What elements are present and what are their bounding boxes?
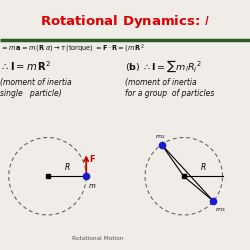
Text: Rotational Motion: Rotational Motion <box>72 236 123 240</box>
Text: $= m\,\mathbf{a} = m\,(\mathbf{R}\;\alpha) \rightarrow \tau\,(\mathrm{torque})\;: $= m\,\mathbf{a} = m\,(\mathbf{R}\;\alph… <box>0 42 144 55</box>
Text: for a group  of particles: for a group of particles <box>125 88 214 98</box>
Text: $m_2$: $m_2$ <box>155 133 166 141</box>
Text: $m_3$: $m_3$ <box>215 206 226 214</box>
Text: $m$: $m$ <box>88 182 96 190</box>
Text: Rotational Dynamics: $\mathbf{\mathit{I}}$: Rotational Dynamics: $\mathbf{\mathit{I}… <box>40 13 210 30</box>
Text: $\mathbf{F}$: $\mathbf{F}$ <box>89 153 96 164</box>
Text: (moment of inertia: (moment of inertia <box>125 78 196 86</box>
Text: $R$: $R$ <box>64 161 70 172</box>
Text: (moment of inertia: (moment of inertia <box>0 78 72 86</box>
Text: $\therefore \mathbf{I} = m\,\mathbf{R}^2$: $\therefore \mathbf{I} = m\,\mathbf{R}^2… <box>0 59 51 73</box>
Text: single   particle): single particle) <box>0 88 62 98</box>
Text: $(\mathbf{b})\;\therefore \mathbf{I} = \sum m_i R_i^{\ 2}$: $(\mathbf{b})\;\therefore \mathbf{I} = \… <box>125 58 202 74</box>
Bar <box>0 0 250 40</box>
Text: $R$: $R$ <box>200 161 206 172</box>
